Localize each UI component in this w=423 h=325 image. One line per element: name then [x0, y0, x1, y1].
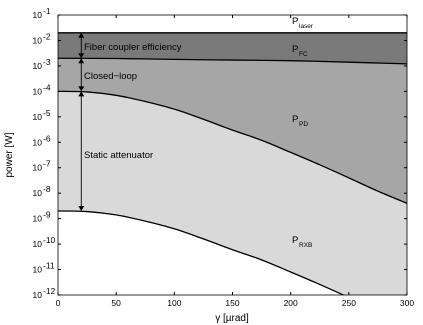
band-below-RXB — [58, 210, 407, 295]
curve-FC — [58, 57, 407, 65]
curve-label-RXB: P — [292, 235, 298, 246]
curve-label-FC: P — [292, 44, 298, 55]
fiber-annotation: Fiber coupler efficiency — [84, 42, 182, 53]
curves-layer — [58, 32, 407, 295]
bands-layer — [58, 32, 407, 295]
y-tick-label: 10 — [33, 265, 43, 275]
arrow-static-head-up — [78, 91, 85, 97]
arrows-layer — [78, 32, 85, 211]
y-tick-exponent: -7 — [43, 159, 51, 169]
y-tick-exponent: -6 — [43, 133, 51, 143]
arrow-closed-head-down — [78, 86, 85, 92]
arrow-closed-head-up — [78, 58, 85, 64]
y-tick-exponent: -5 — [43, 108, 51, 118]
curve-label-laser: P — [292, 16, 298, 27]
y-tick-label: 10 — [33, 35, 43, 45]
y-tick-exponent: -4 — [43, 82, 51, 92]
closed-loop-annotation: Closed−loop — [84, 71, 137, 82]
arrow-static-head-down — [78, 205, 85, 211]
y-tick-exponent: -10 — [43, 235, 56, 245]
x-tick-label: 50 — [111, 298, 121, 308]
y-tick-exponent: -1 — [43, 6, 51, 16]
curve-label-sub-RXB: RXB — [299, 242, 312, 249]
y-tick-label: 10 — [33, 214, 43, 224]
static-attenuator-annotation: Static attenuator — [84, 150, 153, 161]
curve-PD — [58, 90, 407, 204]
y-axis-label: power [W] — [4, 132, 15, 177]
y-tick-exponent: -12 — [43, 286, 56, 296]
y-tick-label: 10 — [33, 10, 43, 20]
y-tick-label: 10 — [33, 137, 43, 147]
y-tick-exponent: -2 — [43, 31, 51, 41]
curve-label-sub-PD: PD — [299, 121, 308, 128]
y-tick-label: 10 — [33, 290, 43, 300]
x-tick-label: 150 — [225, 298, 239, 308]
y-tick-exponent: -9 — [43, 210, 51, 220]
curve-label-sub-laser: laser — [299, 23, 314, 30]
x-tick-label: 200 — [284, 298, 298, 308]
x-tick-label: 100 — [167, 298, 181, 308]
curve-label-PD: P — [292, 114, 298, 125]
curve-label-sub-FC: FC — [299, 51, 308, 58]
x-tick-label: 300 — [400, 298, 414, 308]
y-tick-label: 10 — [33, 86, 43, 96]
x-axis-label: γ [µrad] — [215, 313, 249, 324]
y-tick-exponent: -3 — [43, 57, 51, 67]
y-tick-label: 10 — [33, 112, 43, 122]
y-tick-label: 10 — [33, 163, 43, 173]
x-tick-label: 0 — [56, 298, 61, 308]
y-tick-label: 10 — [33, 239, 43, 249]
y-tick-exponent: -8 — [43, 184, 51, 194]
arrow-fiber-head-down — [78, 53, 85, 59]
arrow-fiber-head-up — [78, 32, 85, 38]
y-tick-label: 10 — [33, 61, 43, 71]
ticks-layer: 0 50 100 150 200 250 30010-110-210-310-410-510… — [33, 6, 415, 308]
x-tick-label: 250 — [342, 298, 356, 308]
y-tick-exponent: -11 — [43, 261, 55, 271]
y-tick-label: 10 — [33, 188, 43, 198]
curve-RXB — [58, 210, 345, 295]
